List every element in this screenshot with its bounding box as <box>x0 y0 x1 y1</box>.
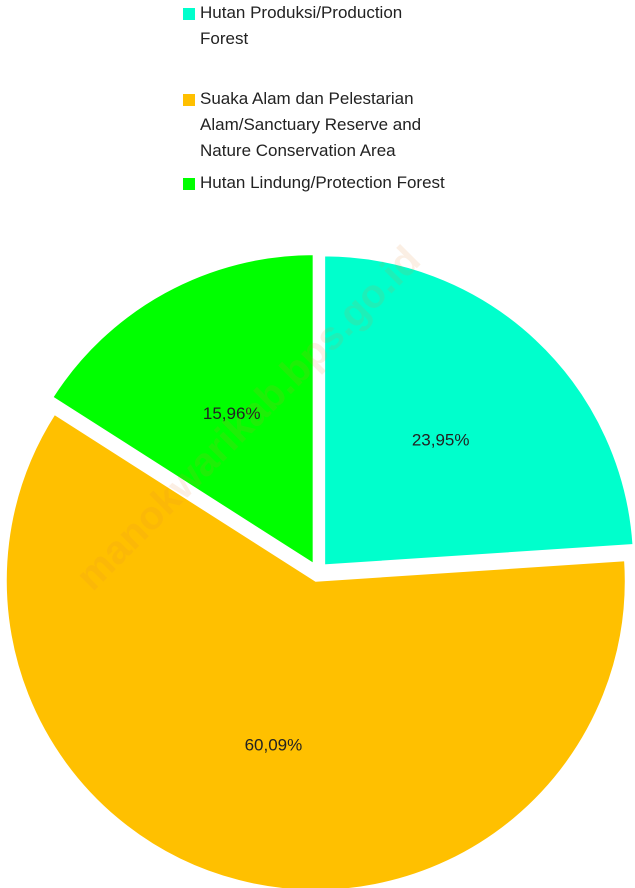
legend-swatch <box>183 94 195 106</box>
data-label: 15,96% <box>203 404 261 423</box>
data-label: 23,95% <box>412 430 470 449</box>
legend-swatch <box>183 8 195 20</box>
legend-label: Hutan Produksi/Production Forest <box>200 3 402 48</box>
pie-slice <box>323 254 635 567</box>
data-label: 60,09% <box>245 735 303 754</box>
pie-slice <box>50 253 315 566</box>
legend-label: Suaka Alam dan Pelestarian Alam/Sanctuary… <box>200 89 421 160</box>
legend-swatch <box>183 178 195 190</box>
legend-label: Hutan Lindung/Protection Forest <box>200 173 445 192</box>
pie-slice <box>4 412 627 888</box>
